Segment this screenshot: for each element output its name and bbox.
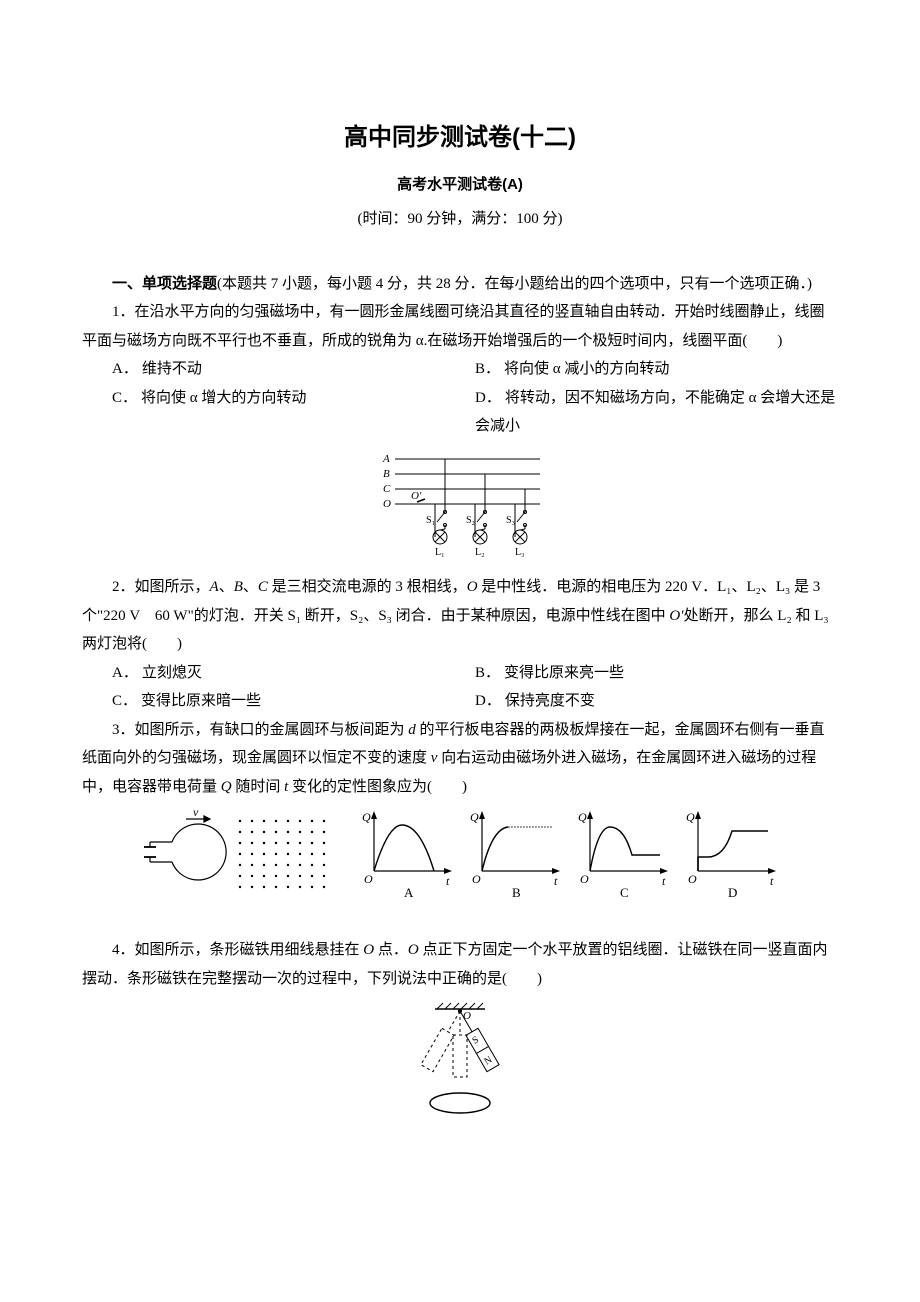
section-1-header: 一、单项选择题(本题共 7 小题，每小题 4 分，共 28 分．在每小题给出的四… — [82, 270, 838, 299]
q3-figure-main: v — [140, 807, 340, 902]
q1-options: A．维持不动 B．将向使 α 减小的方向转动 C．将向使 α 增大的方向转动 D… — [82, 355, 838, 441]
spacer — [82, 908, 838, 936]
svg-text:L₃: L₃ — [515, 547, 525, 557]
q4-label: 4． — [112, 942, 135, 958]
svg-text:L₁: L₁ — [435, 547, 445, 557]
q1-opt-a: A．维持不动 — [112, 355, 475, 384]
svg-text:S₁: S₁ — [426, 515, 435, 526]
q2-opt-c: C．变得比原来暗一些 — [112, 687, 475, 716]
svg-text:S₂: S₂ — [466, 515, 475, 526]
svg-text:S₃: S₃ — [506, 515, 515, 526]
q2-opt-a: A．立刻熄灭 — [112, 659, 475, 688]
svg-text:C: C — [383, 483, 391, 495]
section-1-label: 一、单项选择题 — [112, 275, 217, 292]
svg-text:A: A — [382, 453, 390, 465]
svg-text:O: O — [463, 1010, 471, 1022]
svg-text:B: B — [383, 468, 390, 480]
svg-text:A: A — [404, 885, 414, 900]
timing-info: (时间：90 分钟，满分：100 分) — [82, 205, 838, 234]
q2-text: 2．如图所示，A、B、CA、B、C 是三相交流电源的 3 根相线，O 是中性线．… — [82, 573, 838, 659]
svg-text:C: C — [620, 885, 629, 900]
q1-text: 1．在沿水平方向的匀强磁场中，有一圆形金属线圈可绕沿其直径的竖直轴自由转动．开始… — [82, 298, 838, 355]
svg-text:O′: O′ — [411, 490, 422, 502]
svg-text:v: v — [193, 807, 199, 819]
q2-opt-d: D．保持亮度不变 — [475, 687, 838, 716]
svg-text:B: B — [512, 885, 521, 900]
q1-opt-c: C．将向使 α 增大的方向转动 — [112, 384, 475, 441]
q2-options: A．立刻熄灭 B．变得比原来亮一些 C．变得比原来暗一些 D．保持亮度不变 — [82, 659, 838, 716]
q3-text: 3．如图所示，有缺口的金属圆环与板间距为 d 的平行板电容器的两极板焊接在一起，… — [82, 716, 838, 802]
svg-text:L₂: L₂ — [475, 547, 485, 557]
page-subtitle: 高考水平测试卷(A) — [82, 171, 838, 200]
q4-text: 4．如图所示，条形磁铁用细线悬挂在 O 点．O 点正下方固定一个水平放置的铝线圈… — [82, 936, 838, 993]
q1-label: 1． — [112, 304, 135, 320]
q2-figure: A B C O O′ S₁ S₂ S₃ L₁ L₂ L₃ — [82, 447, 838, 568]
section-1-desc: (本题共 7 小题，每小题 4 分，共 28 分．在每小题给出的四个选项中，只有… — [217, 276, 812, 292]
svg-text:D: D — [728, 885, 737, 900]
svg-text:O: O — [383, 498, 391, 510]
q2-opt-b: B．变得比原来亮一些 — [475, 659, 838, 688]
q1-opt-d: D．将转动，因不知磁场方向，不能确定 α 会增大还是会减小 — [475, 384, 838, 441]
q3-options-figure: Q t O A B C D — [360, 807, 780, 902]
q2-label: 2． — [112, 579, 135, 595]
page-title: 高中同步测试卷(十二) — [82, 115, 838, 161]
q1-opt-b: B．将向使 α 减小的方向转动 — [475, 355, 838, 384]
q3-figure-row: v Q t O — [82, 807, 838, 902]
q3-label: 3． — [112, 722, 135, 738]
q4-figure: O S N — [82, 999, 838, 1130]
